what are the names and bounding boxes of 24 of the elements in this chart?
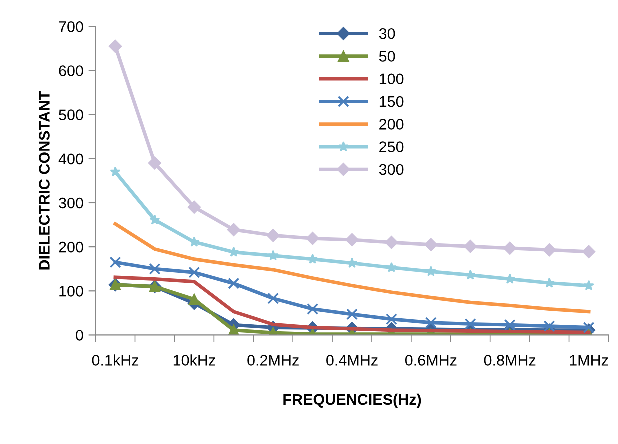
y-tick-label: 500 (59, 110, 84, 120)
y-tick-label: 200 (59, 242, 84, 253)
x-tick-label: 0.8MHz (484, 355, 536, 366)
x-tick-label: 0.1kHz (92, 354, 139, 366)
legend-label: 150 (380, 96, 404, 108)
x-tick-label: 0.6MHz (405, 355, 457, 366)
legend-label: 100 (380, 74, 404, 85)
y-axis-title: DIELECTRIC CONSTANT (39, 91, 50, 270)
y-tick-label: 600 (59, 66, 84, 76)
legend-label: 30 (379, 28, 396, 40)
legend-label: 200 (380, 119, 404, 130)
legend-label: 250 (380, 142, 404, 152)
y-tick-label: 100 (60, 286, 84, 297)
x-tick-label: 0.4MHz (326, 355, 378, 366)
y-tick-label: 400 (58, 154, 84, 165)
x-axis-title: FREQUENCIES(Hz) (284, 394, 422, 408)
y-tick-label: 0 (76, 330, 84, 341)
y-tick-label: 700 (59, 22, 84, 32)
x-tick-label: 10kHz (174, 354, 216, 366)
x-tick-label: 0.2MHz (248, 355, 299, 366)
y-tick-label: 300 (59, 198, 84, 209)
legend-label: 300 (379, 164, 404, 176)
legend-label: 50 (379, 51, 396, 62)
x-tick-label: 1MHz (570, 355, 608, 366)
